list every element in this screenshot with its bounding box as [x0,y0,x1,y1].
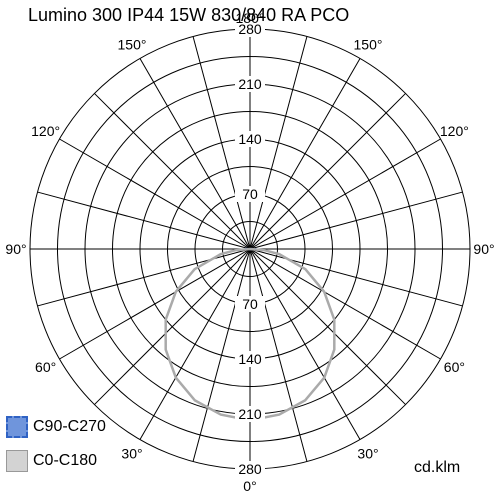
grid-spoke [249,248,463,307]
legend-item-c90-c270: C90-C270 [6,410,106,444]
grid-spoke [94,248,251,405]
legend: C90-C270 C0-C180 [6,410,106,478]
grid-spoke [192,248,251,462]
radial-tick-label: 210 [238,406,262,422]
grid-spoke [37,248,251,307]
angle-label: 150° [118,37,147,53]
grid-spoke [249,36,308,250]
legend-label-c90-c270: C90-C270 [33,418,106,435]
grid-spoke [59,248,251,360]
legend-swatch-c0-c180 [6,450,28,472]
radial-tick-bg [235,186,265,202]
grid-spoke [249,58,361,250]
grid-spoke [249,191,463,250]
angle-label: 120° [31,123,60,139]
grid-spoke [249,248,361,440]
grid-spoke [59,138,251,250]
grid-spoke [139,248,251,440]
angle-label: 120° [440,123,469,139]
grid-spoke [249,93,406,250]
radial-tick-label: 280 [238,21,262,37]
angle-label: 0° [243,478,256,494]
grid-spoke [139,58,251,250]
angle-label: 150° [354,37,383,53]
radial-tick-label: 140 [238,351,262,367]
radial-tick-label: 210 [238,76,262,92]
grid-spoke [249,248,406,405]
radial-tick-bg [235,21,265,37]
radial-tick-bg [235,131,265,147]
angle-label: 180° [236,10,265,26]
angle-label: 90° [473,241,494,257]
angle-label: 30° [121,445,142,461]
chart-title: Lumino 300 IP44 15W 830/840 RA PCO [28,5,350,25]
radial-tick-label: 70 [242,186,258,202]
legend-item-c0-c180: C0-C180 [6,444,106,478]
grid-spoke [249,248,441,360]
series-curve-c0-c180 [164,247,336,422]
unit-label: cd.klm [414,459,461,476]
radial-tick-label: 280 [238,461,262,477]
grid-spoke [249,248,308,462]
radial-tick-bg [235,296,265,312]
radial-tick-bg [235,461,265,477]
radial-tick-bg [235,351,265,367]
legend-swatch-c90-c270 [6,416,28,438]
grid-spoke [192,36,251,250]
angle-label: 60° [35,359,56,375]
angle-label: 60° [444,359,465,375]
grid-spoke [249,138,441,250]
radial-tick-label: 140 [238,131,262,147]
radial-tick-label: 70 [242,296,258,312]
radial-tick-bg [235,76,265,92]
radial-tick-bg [235,406,265,422]
grid-spoke [94,93,251,250]
legend-label-c0-c180: C0-C180 [33,452,98,469]
grid-spoke [37,191,251,250]
angle-label: 90° [5,241,26,257]
angle-label: 30° [357,445,378,461]
